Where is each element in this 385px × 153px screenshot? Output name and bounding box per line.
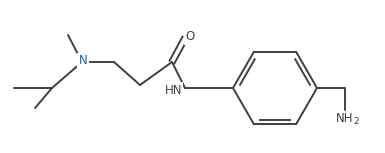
Text: HN: HN	[164, 84, 182, 97]
Text: O: O	[185, 30, 195, 43]
Text: 2: 2	[353, 116, 359, 125]
Text: NH: NH	[336, 112, 354, 125]
Text: N: N	[79, 54, 87, 67]
